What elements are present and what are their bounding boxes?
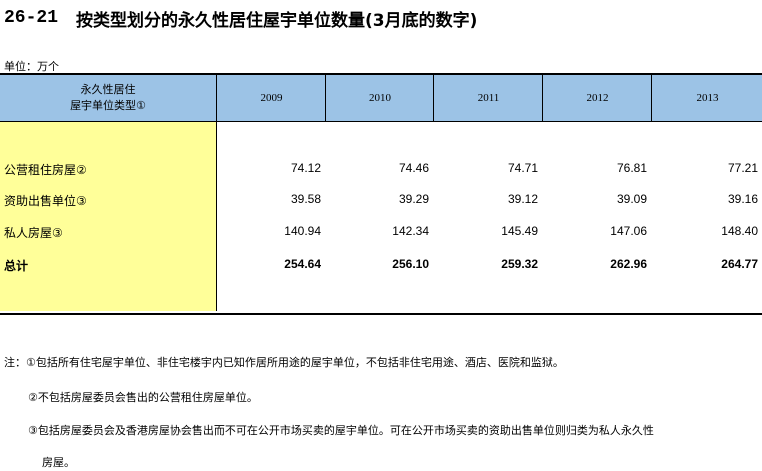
cell-value: 77.21: [727, 161, 758, 175]
cell-value: 74.46: [398, 161, 429, 175]
cell-value: 39.29: [398, 192, 429, 206]
footnote-2: ②不包括房屋委员会售出的公营租住房屋单位。: [28, 391, 258, 404]
cell-value: 39.12: [507, 192, 538, 206]
cell-value: 74.71: [507, 161, 538, 175]
footnote-3: ③包括房屋委员会及香港房屋协会售出而不可在公开市场买卖的屋宇单位。可在公开市场买…: [28, 424, 654, 437]
cell-value: 145.49: [501, 224, 538, 238]
table-title: 按类型划分的永久性居住屋宇单位数量(3月底的数字): [76, 10, 478, 31]
year-header-2012: 2012: [542, 75, 652, 121]
table-row-subsidised-sale: 资助出售单位③ 39.58 39.29 39.12 39.09 39.16: [0, 192, 762, 208]
cell-value: 254.64: [284, 257, 321, 271]
cell-value: 147.06: [610, 224, 647, 238]
footnote-3-continued: 房屋。: [42, 456, 75, 469]
cell-value: 148.40: [721, 224, 758, 238]
year-header-2013: 2013: [651, 75, 762, 121]
cell-value: 256.10: [392, 257, 429, 271]
cell-value: 262.96: [610, 257, 647, 271]
row-label: 公营租住房屋②: [4, 163, 87, 177]
year-header-2010: 2010: [325, 75, 434, 121]
cell-value: 39.16: [727, 192, 758, 206]
cell-value: 39.09: [616, 192, 647, 206]
table-row-public-rental: 公营租住房屋② 74.12 74.46 74.71 76.81 77.21: [0, 161, 762, 177]
row-label: 私人房屋③: [4, 226, 63, 240]
data-table: 永久性居住 屋宇单位类型① 2009 2010 2011 2012 2013 公…: [0, 73, 762, 315]
table-number: 26-21: [4, 8, 59, 28]
footnote-1: 注：①包括所有住宅屋宇单位、非住宅楼宇内已知作居所用途的屋宇单位，不包括非住宅用…: [4, 356, 564, 369]
cell-value: 140.94: [284, 224, 321, 238]
cell-value: 39.58: [290, 192, 321, 206]
row-label: 资助出售单位③: [4, 194, 87, 208]
table-row-private-housing: 私人房屋③ 140.94 142.34 145.49 147.06 148.40: [0, 224, 762, 240]
table-row-total: 总计 254.64 256.10 259.32 262.96 264.77: [0, 257, 762, 273]
stub-header: 永久性居住 屋宇单位类型①: [0, 75, 216, 121]
cell-value: 264.77: [721, 257, 758, 271]
stub-header-line2: 屋宇单位类型①: [70, 99, 146, 112]
stub-header-line1: 永久性居住: [80, 83, 136, 96]
cell-value: 259.32: [501, 257, 538, 271]
year-header-2011: 2011: [433, 75, 543, 121]
year-header-2009: 2009: [216, 75, 326, 121]
row-label: 总计: [4, 259, 29, 273]
page-title: 26-21 按类型划分的永久性居住屋宇单位数量(3月底的数字): [4, 4, 477, 32]
stub-column: [0, 122, 217, 311]
table-header-row: 永久性居住 屋宇单位类型① 2009 2010 2011 2012 2013: [0, 75, 762, 122]
cell-value: 142.34: [392, 224, 429, 238]
unit-label: 单位：万个: [4, 60, 59, 73]
cell-value: 74.12: [290, 161, 321, 175]
cell-value: 76.81: [616, 161, 647, 175]
